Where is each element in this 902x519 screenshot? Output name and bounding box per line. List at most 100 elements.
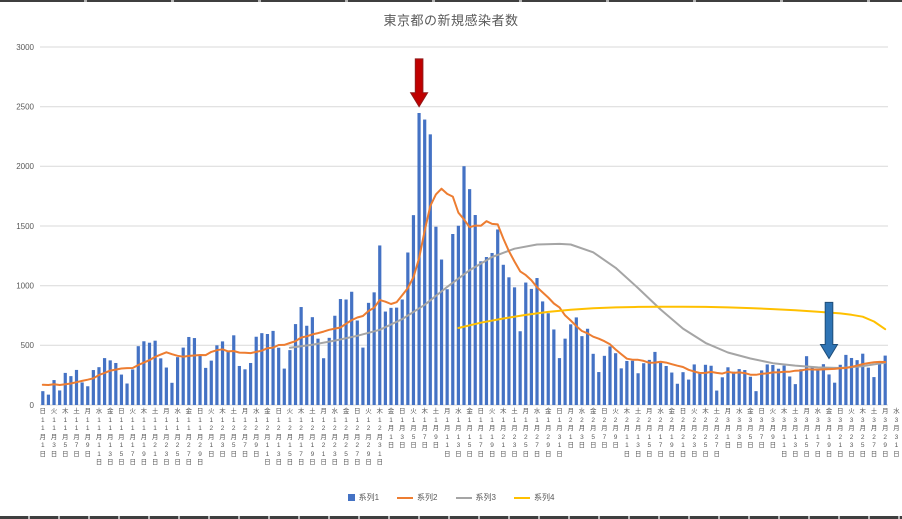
bar [260,333,264,405]
bar [647,359,651,405]
bar [681,372,685,405]
legend-swatch [513,496,530,499]
bar [237,365,241,405]
line-series-3 [288,242,887,369]
bar [591,353,595,405]
bar [776,368,781,405]
bar [877,361,882,405]
bar [305,325,309,405]
bar [159,358,163,405]
y-axis-tick-label: 1000 [16,282,34,291]
bar [198,355,202,405]
bar [322,358,326,405]
bar [69,376,73,405]
bar [692,364,696,405]
bar [760,370,764,405]
bar [788,376,792,405]
bar [765,364,769,405]
bar [546,313,550,405]
bar [821,364,826,405]
bar [468,189,472,405]
bar [293,324,298,405]
bar [557,358,562,405]
bar [782,365,786,405]
bar [833,382,837,405]
bar [771,365,775,405]
bar [389,307,393,405]
bar [883,355,887,405]
bar [687,379,691,405]
bar [254,336,258,405]
bar [215,345,219,405]
bar [378,245,382,405]
bar [277,347,281,405]
bar [63,372,67,405]
bar [288,350,292,405]
bar [793,384,797,405]
bar [709,365,713,405]
bar [243,369,247,405]
bar [164,367,168,405]
bar [153,340,157,405]
bar [80,382,84,405]
bar [187,336,191,405]
bar [91,370,95,405]
bar [125,383,129,405]
bar [462,166,466,405]
bar [136,346,140,405]
bar [625,360,629,405]
bar [204,367,208,405]
legend-label: 系列3 [475,493,496,502]
bar [423,119,427,406]
bar [512,287,517,405]
y-axis-tick-label: 500 [21,341,35,350]
bar [490,252,494,405]
bar [411,215,416,405]
bar [501,264,505,405]
bar [226,351,230,405]
bar [108,360,112,405]
bar [642,363,646,405]
bar [249,362,253,405]
bar [192,338,197,405]
bar [232,335,236,405]
bar [585,328,590,405]
legend-item-2: 系列2 [397,492,438,503]
legend-label: 系列1 [358,493,380,502]
bar [97,367,101,405]
bar [316,338,320,405]
legend-swatch [455,496,472,499]
bar [496,229,500,405]
bar [58,390,62,405]
bar [737,369,741,405]
bar [608,346,612,405]
bar [866,367,870,405]
